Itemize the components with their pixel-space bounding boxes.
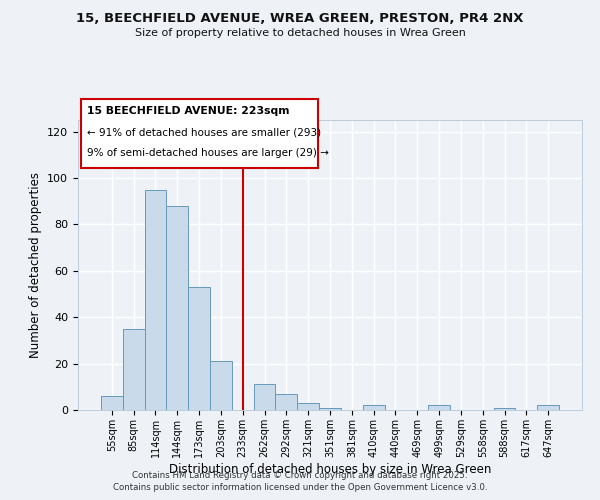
X-axis label: Distribution of detached houses by size in Wrea Green: Distribution of detached houses by size …: [169, 462, 491, 475]
Bar: [145, 190, 166, 410]
Bar: [254, 384, 275, 410]
Bar: [275, 394, 297, 410]
Bar: [188, 287, 210, 410]
Text: Contains public sector information licensed under the Open Government Licence v3: Contains public sector information licen…: [113, 483, 487, 492]
Text: 15, BEECHFIELD AVENUE, WREA GREEN, PRESTON, PR4 2NX: 15, BEECHFIELD AVENUE, WREA GREEN, PREST…: [76, 12, 524, 26]
Bar: [210, 362, 232, 410]
Text: 15 BEECHFIELD AVENUE: 223sqm: 15 BEECHFIELD AVENUE: 223sqm: [87, 106, 290, 117]
Bar: [123, 329, 145, 410]
Bar: [297, 403, 319, 410]
Text: ← 91% of detached houses are smaller (293): ← 91% of detached houses are smaller (29…: [87, 128, 321, 138]
Text: Size of property relative to detached houses in Wrea Green: Size of property relative to detached ho…: [134, 28, 466, 38]
Bar: [494, 408, 515, 410]
Bar: [428, 406, 450, 410]
Text: Contains HM Land Registry data © Crown copyright and database right 2025.: Contains HM Land Registry data © Crown c…: [132, 471, 468, 480]
Bar: [537, 406, 559, 410]
Bar: [101, 396, 123, 410]
Y-axis label: Number of detached properties: Number of detached properties: [29, 172, 41, 358]
Text: 9% of semi-detached houses are larger (29) →: 9% of semi-detached houses are larger (2…: [87, 148, 329, 158]
Bar: [363, 406, 385, 410]
Bar: [166, 206, 188, 410]
Bar: [319, 408, 341, 410]
